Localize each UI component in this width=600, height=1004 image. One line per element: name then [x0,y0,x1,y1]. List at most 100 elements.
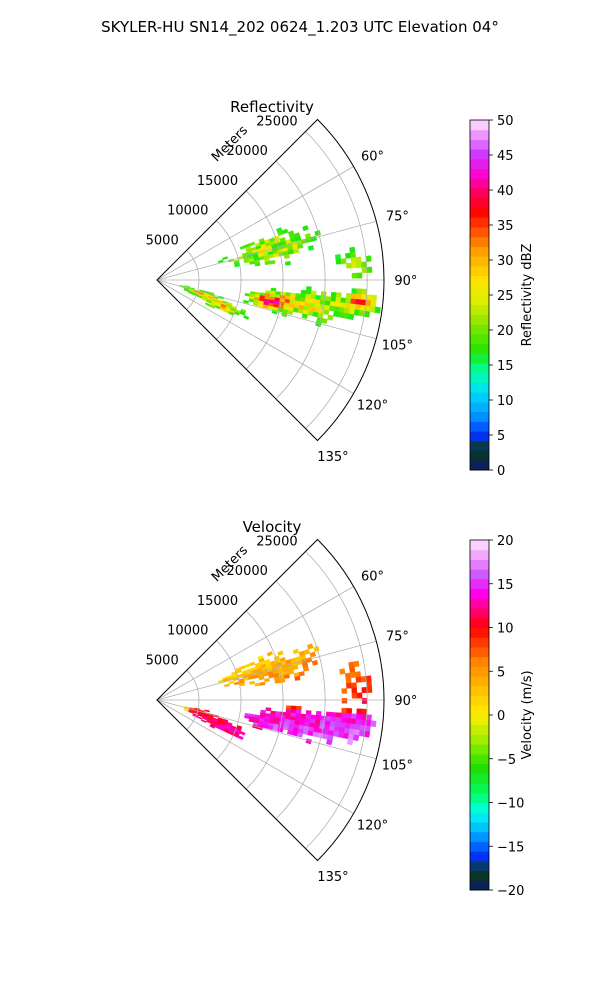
radar-cell [330,291,337,298]
radar-cell [315,295,322,301]
colorbar-tick-label: 0 [497,464,505,479]
colorbar-segment [470,559,489,570]
colorbar-segment [470,372,489,383]
azimuth-gridline [156,699,354,814]
colorbar-segment [470,207,489,218]
radar-cell [309,651,317,658]
radar-cell [354,304,361,311]
radar-cell [365,294,372,301]
colorbar-segment [470,265,489,277]
radar-cell [269,260,276,265]
colorbar-segment [470,304,489,315]
radar-cell [348,308,356,315]
radar-cell [244,292,251,297]
azimuth-tick-label: 120° [357,398,388,413]
radar-cell [297,308,304,314]
colorbar-segment [470,246,489,257]
colorbar-segment [470,627,489,638]
colorbar-segment [470,792,489,803]
radar-cell [310,294,317,300]
range-tick-label: 5000 [146,233,179,248]
radar-cell [340,717,347,724]
radar-cell [334,721,341,728]
azimuth-tick-label: 60° [361,570,384,585]
colorbar-tick-label: 30 [497,254,514,269]
radar-cell [274,679,281,684]
radar-cell [325,711,332,718]
colorbar-segment [470,540,489,551]
radar-cell [209,304,216,309]
radar-cell [345,297,352,305]
colorbar-segment [470,685,489,697]
radar-cell [349,666,356,674]
radar-cell [243,315,250,320]
radar-cell [295,705,302,711]
colorbar-segment [470,421,489,432]
radar-cell [249,661,256,667]
colorbar-segment [470,285,489,296]
radar-cell [330,296,337,303]
radar-cell [279,678,286,683]
colorbar-segment [470,392,489,403]
radar-cell [356,692,363,699]
azimuth-tick-label: 90° [394,274,417,289]
colorbar-segment [470,821,489,833]
radar-cell [294,675,301,681]
azimuth-gridline [156,220,377,281]
radar-cell [239,730,246,736]
radar-cell [254,682,261,687]
radar-cell [284,261,291,266]
colorbar-segment [470,178,489,189]
colorbar-segment [470,188,489,199]
radar-cell [196,716,203,720]
radar-cell [347,313,355,321]
radar-cell [327,314,334,321]
colorbar-segment [470,578,489,590]
radar-cell [237,735,244,741]
colorbar-tick-label: 50 [497,114,514,129]
radar-cell [344,722,351,730]
colorbar-segment [470,450,489,461]
radar-cell [335,712,342,718]
colorbar-segment [470,363,489,374]
radar-cell [298,671,305,677]
colorbar-segment [470,120,489,131]
radar-cell [290,705,297,710]
colorbar-segment [470,705,489,716]
colorbar-tick-label: 35 [497,219,514,234]
radar-cell [283,674,290,679]
colorbar-segment [470,440,489,452]
radar-cell [328,305,336,312]
radar-cell [366,680,373,688]
colorbar-segment [470,744,489,755]
radar-cell [310,714,317,720]
colorbar-segment [470,753,489,765]
radar-cell [283,254,290,259]
colorbar-segment [470,275,489,286]
range-tick-label: 10000 [167,624,208,639]
colorbar-segment [470,353,489,364]
radar-cell [352,734,360,742]
radar-cell [345,717,352,725]
colorbar-tick-label: 15 [497,359,514,374]
colorbar-tick-label: −20 [497,884,524,899]
radar-cell [348,728,356,735]
colorbar-tick-label: 5 [497,429,505,444]
colorbar-segment [470,715,489,726]
radar-cell [351,692,358,699]
radar-cell [344,302,351,310]
radar-cell [346,738,354,746]
radar-cell [303,649,311,656]
colorbar-segment [470,763,489,774]
colorbar-tick-label: 5 [497,665,505,680]
colorbar-segment [470,637,489,648]
radar-cell [323,309,330,316]
figure-suptitle: SKYLER-HU SN14_202 0624_1.203 UTC Elevat… [101,18,499,37]
colorbar-segment [470,783,489,794]
radar-cell [355,676,362,683]
reflectivity-colorbar: 0 5 10 15 20 25 30 35 40 45 50 Reflectivity dBZ [469,114,535,479]
radar-cell [302,225,309,232]
azimuth-tick-label: 135° [317,450,348,465]
sector-frame [156,118,385,442]
